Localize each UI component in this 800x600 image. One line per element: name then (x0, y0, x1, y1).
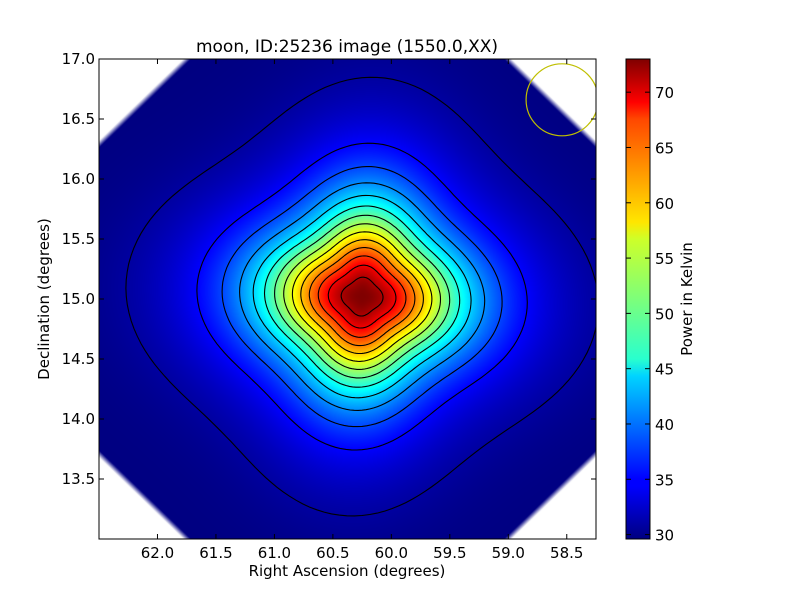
contour-line (291, 231, 433, 362)
y-tick-label: 14.0 (62, 410, 95, 428)
y-tick-label: 15.0 (62, 290, 95, 308)
beam-circle (525, 63, 596, 137)
y-tick-label: 16.5 (62, 110, 95, 128)
y-axis-ticks: 13.5 14.0 14.5 15.0 15.5 16.0 16.5 17.0 (62, 50, 596, 488)
x-tick-label: 59.5 (433, 544, 466, 562)
x-tick-label: 60.0 (375, 544, 408, 562)
y-tick-label: 17.0 (62, 50, 95, 68)
x-tick-label: 61.5 (199, 544, 232, 562)
contour-line (327, 264, 397, 329)
contour-line (340, 276, 384, 317)
colorbar-ticks: 30 35 40 45 50 55 60 65 70 (626, 84, 674, 545)
y-tick-label: 13.5 (62, 470, 95, 488)
contour-line (125, 76, 596, 517)
colorbar-tick-label: 40 (655, 416, 674, 434)
contour-line (263, 205, 461, 388)
contour-line (196, 142, 528, 451)
x-tick-label: 61.0 (258, 544, 291, 562)
y-tick-label: 14.5 (62, 350, 95, 368)
y-tick-label: 15.5 (62, 230, 95, 248)
colorbar-tick-label: 55 (655, 250, 674, 268)
heatmap-area (99, 59, 596, 539)
y-tick-label: 16.0 (62, 170, 95, 188)
contour-line (308, 247, 416, 347)
colorbar-tick-label: 70 (655, 84, 674, 102)
x-tick-label: 60.5 (316, 544, 349, 562)
contour-line (221, 166, 503, 428)
colorbar-tick-label: 45 (655, 361, 674, 379)
colorbar-tick-label: 60 (655, 195, 674, 213)
contour-line (283, 223, 442, 370)
contour-line (274, 214, 451, 379)
x-axis-ticks: 62.0 61.5 61.0 60.5 60.0 59.5 59.0 58.5 (141, 59, 583, 562)
contour-line (239, 182, 486, 411)
y-axis-label: Declination (degrees) (35, 218, 53, 380)
x-tick-label: 59.0 (492, 544, 525, 562)
colorbar-tick-label: 35 (655, 471, 674, 489)
colorbar-tick-label: 65 (655, 139, 674, 157)
chart-title: moon, ID:25236 image (1550.0,XX) (196, 37, 498, 57)
x-tick-label: 58.5 (550, 544, 583, 562)
colorbar-gradient (625, 58, 651, 540)
x-axis-label: Right Ascension (degrees) (249, 562, 446, 580)
x-tick-label: 62.0 (141, 544, 174, 562)
colorbar-tick-label: 30 (655, 527, 674, 545)
colorbar-label: Power in Kelvin (678, 242, 696, 356)
contour-line (252, 194, 472, 399)
colorbar-tick-label: 50 (655, 305, 674, 323)
contour-line (300, 239, 424, 355)
contour-lines (125, 76, 596, 517)
contour-line (317, 255, 407, 338)
heatmap-image (99, 59, 596, 539)
